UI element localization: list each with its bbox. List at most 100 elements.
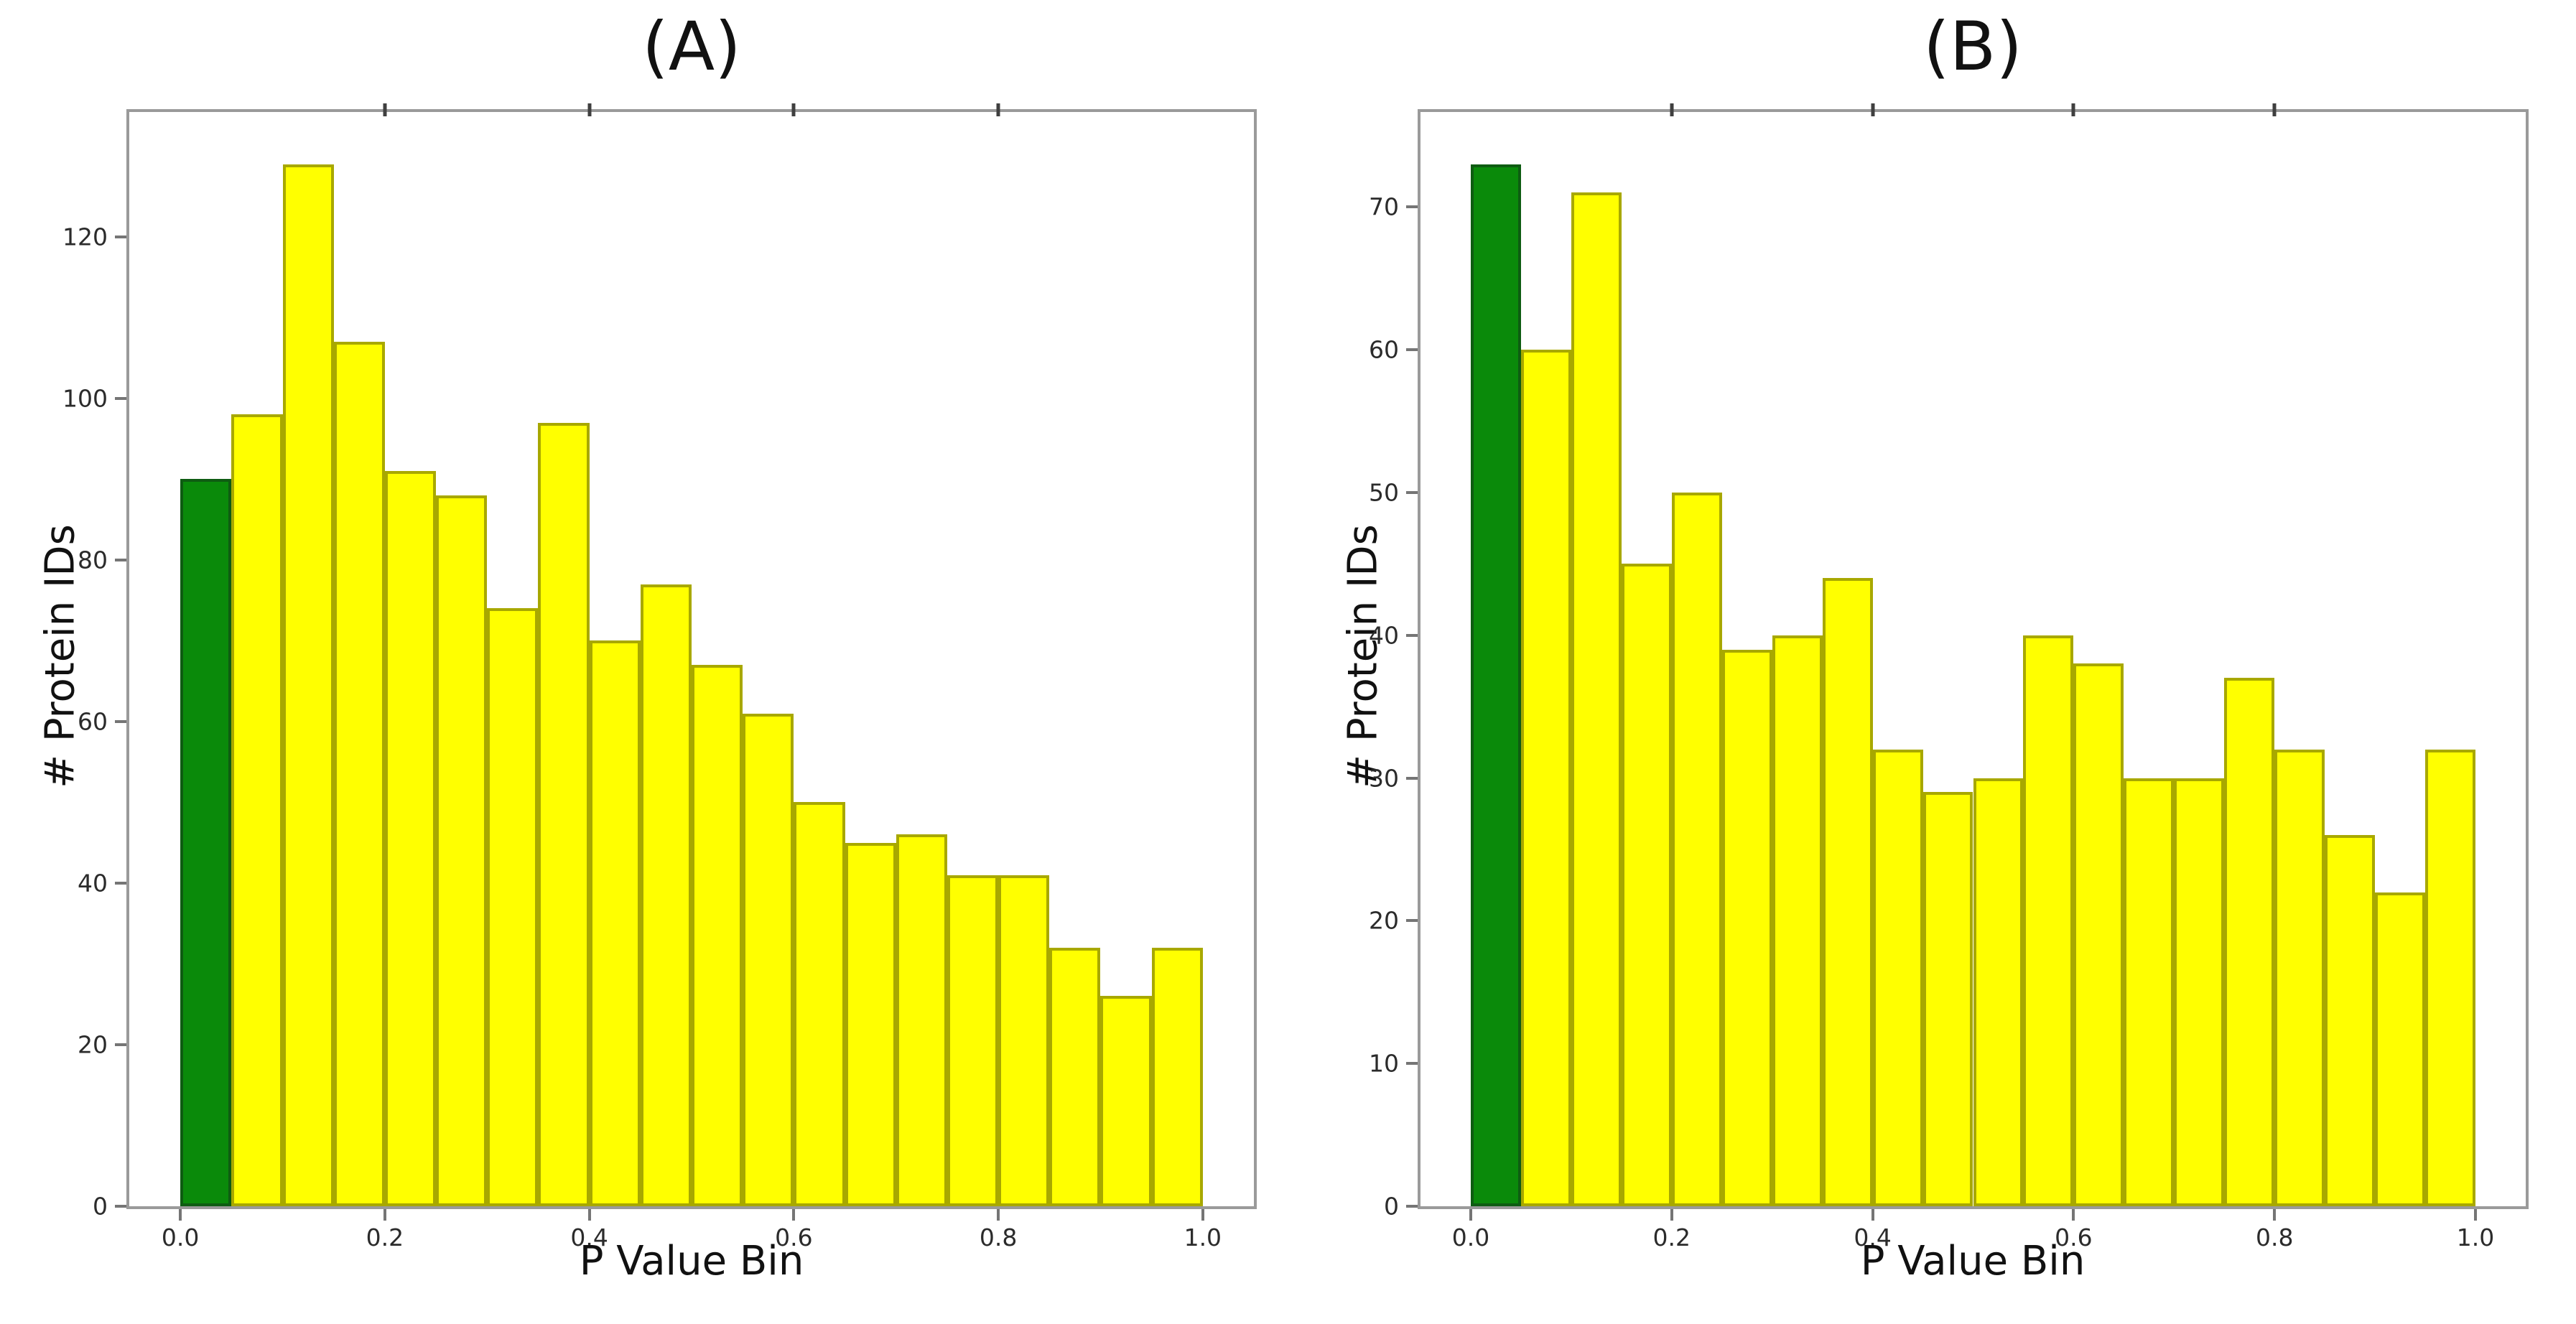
x-tick-mark-b-0.2 <box>1670 1209 1673 1221</box>
y-tick-mark-a-20 <box>115 1043 126 1046</box>
histogram-bar-a-18 <box>1100 996 1152 1206</box>
y-tick-label-b-20: 20 <box>1369 906 1399 935</box>
y-tick-mark-a-60 <box>115 719 126 723</box>
y-tick-label-b-60: 60 <box>1369 335 1399 364</box>
histogram-bar-b-6 <box>1772 635 1823 1206</box>
histogram-bar-a-4 <box>384 471 437 1206</box>
y-tick-label-b-70: 70 <box>1369 192 1399 221</box>
y-tick-mark-b-40 <box>1406 633 1418 637</box>
x-tick-label-a-0.2: 0.2 <box>366 1223 404 1251</box>
y-tick-mark-b-50 <box>1406 490 1418 494</box>
histogram-bar-a-14 <box>896 834 947 1206</box>
x-tick-mark-b-0.8 <box>2273 1209 2277 1221</box>
histogram-bar-a-15 <box>947 875 999 1206</box>
y-tick-mark-a-100 <box>115 396 126 400</box>
y-tick-mark-a-40 <box>115 881 126 885</box>
histogram-bar-b-10 <box>1973 778 2024 1206</box>
histogram-bar-a-7 <box>538 422 590 1206</box>
y-tick-label-b-30: 30 <box>1369 764 1399 793</box>
histogram-bar-b-0-highlight <box>1470 164 1521 1206</box>
histogram-bar-a-19 <box>1151 947 1203 1206</box>
histogram-bar-b-18 <box>2375 892 2426 1206</box>
top-tick-mark-a-0.2 <box>383 103 387 116</box>
histogram-bar-a-16 <box>998 875 1050 1206</box>
histogram-bar-b-16 <box>2274 749 2325 1206</box>
top-tick-mark-b-0.8 <box>2272 103 2277 116</box>
x-tick-label-a-0.6: 0.6 <box>775 1223 813 1251</box>
panel-b-y-axis-label: # Protein IDs <box>1339 524 1387 788</box>
y-tick-label-b-0: 0 <box>1384 1192 1399 1221</box>
x-tick-label-b-1.0: 1.0 <box>2456 1223 2495 1251</box>
y-tick-mark-a-120 <box>115 235 126 238</box>
histogram-bar-a-17 <box>1049 947 1101 1206</box>
top-tick-mark-a-0.4 <box>587 103 592 116</box>
histogram-bar-a-10 <box>692 665 743 1206</box>
x-tick-mark-b-0.6 <box>2072 1209 2075 1221</box>
x-tick-mark-a-0.4 <box>587 1209 591 1221</box>
histogram-bar-b-17 <box>2325 835 2376 1206</box>
x-tick-mark-a-0.2 <box>383 1209 386 1221</box>
histogram-bar-b-5 <box>1721 649 1772 1206</box>
histogram-bar-b-3 <box>1621 564 1672 1206</box>
histogram-bar-a-2 <box>282 164 334 1206</box>
y-tick-mark-b-30 <box>1406 776 1418 780</box>
top-tick-mark-b-0.4 <box>1871 103 1875 116</box>
y-tick-label-a-60: 60 <box>78 707 108 736</box>
histogram-bar-a-5 <box>436 495 488 1206</box>
histogram-bar-a-0-highlight <box>180 479 232 1206</box>
y-tick-mark-b-20 <box>1406 919 1418 923</box>
histogram-bar-a-1 <box>231 414 283 1206</box>
y-tick-label-a-80: 80 <box>78 546 108 574</box>
y-tick-label-a-120: 120 <box>62 223 108 251</box>
x-tick-mark-a-0.0 <box>179 1209 182 1221</box>
x-tick-label-b-0.2: 0.2 <box>1652 1223 1691 1251</box>
x-tick-mark-a-0.8 <box>997 1209 1000 1221</box>
x-tick-label-a-1.0: 1.0 <box>1184 1223 1222 1251</box>
histogram-bar-b-13 <box>2124 778 2175 1206</box>
histogram-bar-b-19 <box>2425 749 2476 1206</box>
y-tick-label-a-0: 0 <box>93 1192 108 1221</box>
histogram-bar-b-14 <box>2174 778 2225 1206</box>
x-tick-mark-a-1.0 <box>1201 1209 1204 1221</box>
y-tick-label-b-40: 40 <box>1369 621 1399 650</box>
histogram-bar-b-7 <box>1822 578 1873 1206</box>
histogram-bar-b-8 <box>1872 749 1923 1206</box>
panel-a-y-axis-label: # Protein IDs <box>37 524 84 788</box>
y-tick-mark-a-0 <box>115 1205 126 1208</box>
x-tick-label-b-0.8: 0.8 <box>2255 1223 2294 1251</box>
histogram-bar-b-12 <box>2073 663 2124 1206</box>
x-tick-label-b-0.0: 0.0 <box>1451 1223 1490 1251</box>
y-tick-label-a-20: 20 <box>78 1030 108 1059</box>
x-tick-label-a-0.0: 0.0 <box>161 1223 200 1251</box>
histogram-bar-a-3 <box>333 342 385 1206</box>
top-tick-mark-b-0.2 <box>1670 103 1674 116</box>
panel-a-title: (A) <box>642 8 741 86</box>
histogram-bar-b-4 <box>1671 492 1722 1206</box>
y-tick-label-b-10: 10 <box>1369 1049 1399 1078</box>
y-tick-mark-b-10 <box>1406 1062 1418 1066</box>
histogram-bar-a-13 <box>845 842 896 1206</box>
panel-b-title: (B) <box>1923 8 2022 86</box>
x-tick-label-b-0.4: 0.4 <box>1854 1223 1892 1251</box>
top-tick-mark-a-0.6 <box>791 103 796 116</box>
x-tick-mark-b-0.0 <box>1469 1209 1472 1221</box>
histogram-bar-b-2 <box>1571 192 1622 1206</box>
y-tick-label-a-40: 40 <box>78 869 108 898</box>
histogram-bar-b-11 <box>2023 635 2074 1206</box>
y-tick-mark-b-60 <box>1406 348 1418 352</box>
y-tick-mark-a-80 <box>115 558 126 561</box>
x-tick-label-a-0.8: 0.8 <box>979 1223 1018 1251</box>
top-tick-mark-b-0.6 <box>2071 103 2075 116</box>
y-tick-label-a-100: 100 <box>62 384 108 413</box>
x-tick-mark-b-0.4 <box>1871 1209 1874 1221</box>
histogram-bar-b-9 <box>1922 792 1973 1206</box>
y-tick-label-b-50: 50 <box>1369 478 1399 507</box>
histogram-bar-a-12 <box>794 802 845 1206</box>
top-tick-mark-a-0.8 <box>996 103 1000 116</box>
panel-b-x-axis-label: P Value Bin <box>1860 1238 2086 1285</box>
x-tick-mark-b-1.0 <box>2474 1209 2478 1221</box>
histogram-bar-b-1 <box>1520 350 1571 1206</box>
x-tick-label-a-0.4: 0.4 <box>570 1223 608 1251</box>
x-tick-mark-a-0.6 <box>792 1209 796 1221</box>
